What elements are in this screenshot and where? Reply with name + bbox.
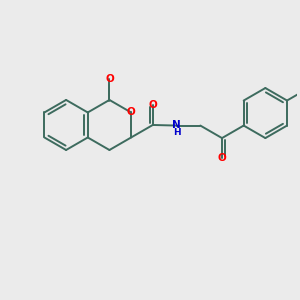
Text: O: O [148,100,157,110]
Text: O: O [218,153,226,163]
Text: O: O [127,107,136,118]
Text: O: O [105,74,114,84]
Text: H: H [173,128,181,136]
Text: N: N [172,120,181,130]
